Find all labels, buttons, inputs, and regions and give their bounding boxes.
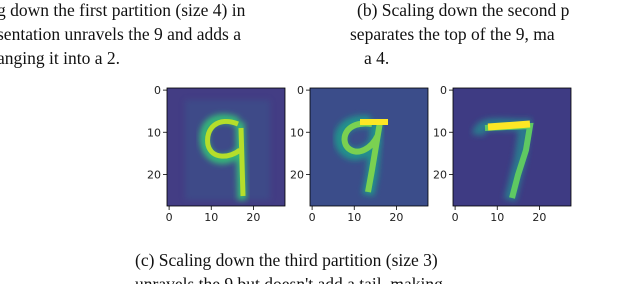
y-tick-label: 10 [433,126,447,139]
x-tick-label: 20 [246,211,260,224]
y-tick-label: 20 [147,168,161,181]
left-text: g down the first partition (size 4) in [0,0,246,20]
y-tick-label: 10 [290,126,304,139]
right-text: (b) Scaling down the second p [357,0,570,20]
caption: unravels the 9 but doesn't add a tail, m… [135,274,443,284]
x-tick-label: 0 [452,211,459,224]
x-tick-label: 0 [309,211,316,224]
right-text: a 4. [364,48,389,68]
x-tick-label: 20 [532,211,546,224]
y-tick-label: 20 [290,168,304,181]
caption: (c) Scaling down the third partition (si… [135,250,438,270]
x-tick-label: 10 [347,211,361,224]
x-tick-label: 0 [166,211,173,224]
y-tick-label: 0 [154,84,161,97]
axes-frame [166,87,286,207]
y-tick-label: 0 [297,84,304,97]
heatmap [310,88,428,206]
left-text: sentation unravels the 9 and adds a [0,24,241,44]
heatmap [167,88,285,206]
x-tick-label: 10 [490,211,504,224]
x-tick-label: 10 [204,211,218,224]
right-text: separates the top of the 9, ma [350,24,555,44]
heatmap [453,88,571,206]
axes-frame [309,87,429,207]
y-tick-label: 0 [440,84,447,97]
y-tick-label: 10 [147,126,161,139]
left-text: anging it into a 2. [0,48,120,68]
axes-frame [452,87,572,207]
y-tick-label: 20 [433,168,447,181]
x-tick-label: 20 [389,211,403,224]
